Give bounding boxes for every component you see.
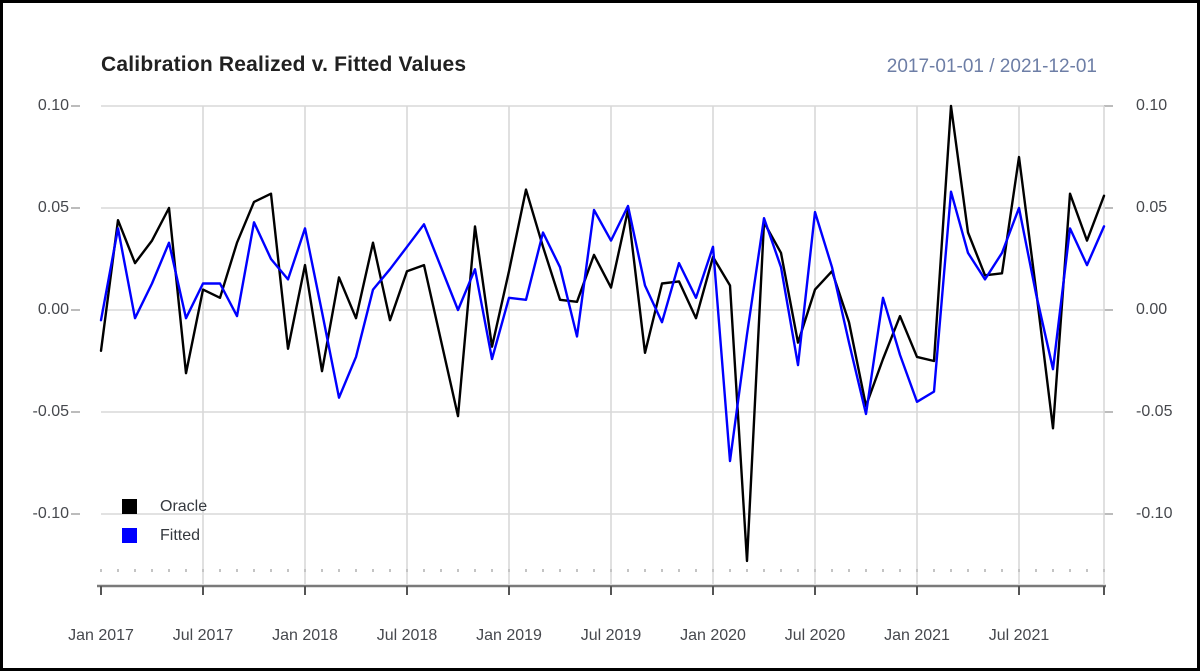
chart-legend: Oracle Fitted — [122, 497, 208, 557]
x-tick-label: Jan 2019 — [476, 627, 542, 644]
date-range-label: 2017-01-01 / 2021-12-01 — [886, 56, 1097, 77]
y-tick-label-right: 0.00 — [1136, 301, 1168, 318]
x-tick-label: Jul 2019 — [580, 627, 642, 644]
chart-title: Calibration Realized v. Fitted Values — [101, 53, 467, 76]
fitted-legend-label: Fitted — [160, 526, 201, 544]
x-tick-label: Jul 2020 — [784, 627, 846, 644]
x-tick-label: Jul 2018 — [376, 627, 438, 644]
x-tick-label: Jan 2017 — [68, 627, 134, 644]
legend-row-fitted: Fitted — [122, 526, 207, 544]
y-tick-label-right: -0.05 — [1136, 403, 1173, 420]
fitted-line — [99, 190, 1106, 463]
fitted-legend-swatch — [122, 528, 137, 543]
y-tick-label-right: 0.10 — [1136, 97, 1168, 114]
oracle-legend-label: Oracle — [160, 497, 208, 515]
x-tick-label: Jul 2017 — [172, 627, 234, 644]
y-tick-label-right: 0.05 — [1136, 199, 1168, 216]
x-tick-label: Jul 2021 — [988, 627, 1050, 644]
y-tick-label-left: 0.00 — [37, 301, 69, 318]
x-tick-label: Jan 2021 — [884, 627, 950, 644]
y-tick-label-left: 0.05 — [37, 199, 69, 216]
x-tick-label: Jan 2020 — [680, 627, 746, 644]
oracle-line — [99, 104, 1106, 563]
oracle-legend-swatch — [122, 499, 137, 514]
legend-row-oracle: Oracle — [122, 497, 208, 515]
y-tick-label-left: 0.10 — [37, 97, 69, 114]
y-tick-label-left: -0.05 — [32, 403, 69, 420]
chart-plot-area — [71, 104, 1113, 595]
y-tick-label-left: -0.10 — [32, 505, 69, 522]
x-tick-label: Jan 2018 — [272, 627, 338, 644]
y-tick-label-right: -0.10 — [1136, 505, 1173, 522]
